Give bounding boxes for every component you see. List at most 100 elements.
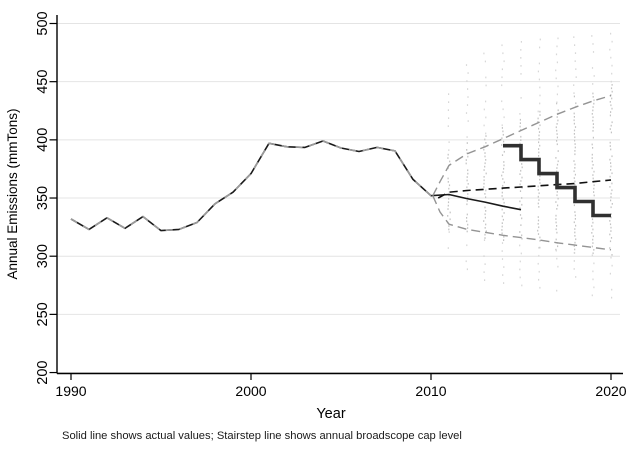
sim-dot — [556, 170, 558, 173]
sim-dot — [485, 223, 487, 226]
sim-dot — [503, 235, 505, 238]
sim-dot — [519, 214, 522, 216]
sim-dot — [592, 96, 594, 98]
sim-dot — [575, 238, 577, 241]
sim-dot — [573, 92, 575, 94]
sim-dot — [575, 276, 577, 278]
x-tick-label-1990: 1990 — [55, 383, 86, 399]
sim-dot — [519, 207, 521, 209]
sim-dot — [467, 155, 469, 158]
sim-dot — [574, 136, 576, 139]
sim-dot — [448, 101, 450, 103]
sim-dot — [537, 117, 539, 120]
sim-dot — [610, 124, 612, 127]
sim-dot — [557, 160, 559, 163]
sim-dot — [557, 245, 559, 248]
historical-fit-overlay-line — [70, 140, 432, 232]
sim-dot — [521, 163, 523, 165]
sim-dot — [503, 161, 505, 163]
sim-dot — [610, 199, 612, 202]
sim-dot — [611, 107, 613, 110]
sim-dot — [484, 237, 486, 239]
sim-dot — [574, 126, 577, 128]
sim-dot — [610, 192, 612, 195]
sim-dot — [447, 201, 450, 204]
sim-dot — [466, 80, 468, 82]
sim-dot — [537, 229, 539, 232]
sim-dot — [467, 193, 469, 195]
sim-dot — [538, 62, 540, 65]
sim-dot — [521, 237, 523, 240]
sim-dot — [609, 247, 611, 249]
sim-dot — [591, 160, 593, 163]
sim-dot — [591, 245, 593, 248]
sim-dot — [448, 231, 450, 233]
sim-dot — [519, 231, 521, 233]
sim-dot — [555, 77, 557, 80]
sim-dot — [485, 159, 487, 161]
sim-dot — [592, 43, 594, 45]
sim-dot — [555, 248, 557, 251]
sim-dot — [610, 169, 612, 171]
sim-dot — [610, 226, 612, 229]
sim-dot — [573, 160, 575, 162]
sim-dot — [573, 95, 575, 98]
sim-dot — [503, 181, 505, 184]
sim-dot — [592, 177, 594, 180]
sim-dot — [610, 196, 612, 198]
sim-dot — [483, 52, 485, 55]
sim-dot — [519, 268, 521, 271]
sim-dot — [591, 157, 593, 159]
sim-dot — [447, 247, 449, 249]
sim-dot — [610, 230, 612, 232]
sim-dot — [484, 162, 486, 165]
sim-dot — [501, 232, 503, 235]
sim-dot — [573, 170, 575, 173]
sim-dot — [503, 150, 505, 153]
data-series — [70, 94, 612, 251]
sim-dot — [538, 141, 540, 144]
sim-dot — [611, 189, 613, 192]
sim-dot — [539, 38, 541, 41]
sim-dot — [501, 229, 503, 231]
sim-dot — [555, 228, 557, 231]
sim-dot — [485, 84, 487, 87]
sim-dot — [538, 134, 540, 137]
sim-dot — [556, 93, 558, 96]
sim-strip-2011 — [447, 93, 451, 249]
sim-dot — [611, 40, 613, 43]
sim-dot — [538, 246, 540, 249]
sim-dot — [539, 46, 541, 49]
sim-dot — [593, 187, 595, 190]
sim-dot — [609, 158, 611, 161]
sim-dot — [573, 119, 575, 122]
sim-dot — [484, 206, 486, 209]
sim-dot — [484, 216, 486, 219]
sim-dot — [574, 143, 576, 145]
sim-dot — [593, 170, 595, 173]
sim-dot — [537, 202, 539, 205]
sim-dot — [466, 104, 469, 106]
sim-dot — [538, 199, 540, 201]
sim-dot — [448, 225, 450, 227]
sim-dot — [483, 182, 485, 185]
sim-dot — [537, 121, 539, 123]
sim-dot — [556, 194, 558, 197]
sim-dot — [467, 96, 469, 98]
sim-dot — [593, 262, 595, 265]
sim-dot — [574, 173, 576, 176]
sim-dot — [555, 53, 558, 56]
sim-dot — [555, 218, 557, 220]
sim-dot — [574, 184, 576, 186]
sim-dot — [447, 109, 449, 111]
sim-dot — [574, 60, 576, 62]
sim-dot — [447, 153, 449, 156]
sim-dot — [501, 144, 503, 146]
sim-dot — [519, 142, 521, 145]
sim-dot — [448, 93, 450, 95]
sim-dot — [467, 183, 469, 185]
sim-dot — [573, 129, 576, 132]
sim-dot — [573, 36, 575, 38]
sim-dot — [573, 116, 575, 118]
sim-strip-2015 — [519, 41, 523, 287]
